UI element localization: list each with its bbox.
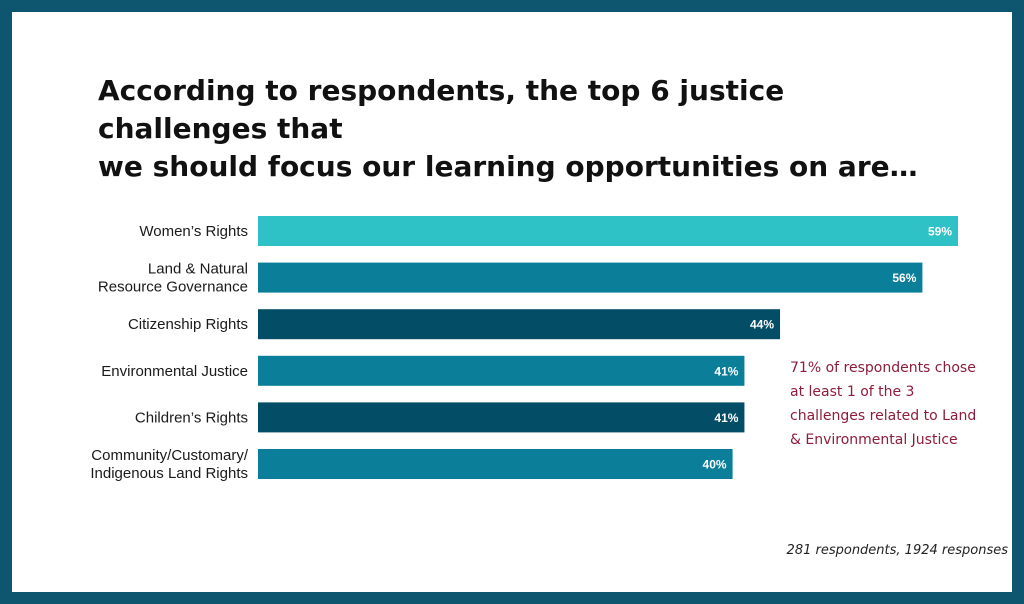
slide-title: According to respondents, the top 6 just… bbox=[98, 72, 958, 186]
title-line-1: According to respondents, the top 6 just… bbox=[98, 74, 785, 145]
bar-value-label-5: 41% bbox=[714, 411, 738, 425]
bar-value-label-2: 56% bbox=[892, 271, 916, 285]
bar-6 bbox=[258, 449, 733, 479]
note-line-2: at least 1 of the 3 bbox=[790, 384, 915, 400]
category-label-1: Women’s Rights bbox=[139, 223, 248, 240]
category-label-2-line-2: Resource Governance bbox=[98, 279, 248, 296]
category-label-5: Children’s Rights bbox=[135, 409, 248, 426]
bar-1 bbox=[258, 216, 958, 246]
bar-value-label-4: 41% bbox=[714, 364, 738, 378]
note-line-4: & Environmental Justice bbox=[790, 432, 958, 448]
bar-5 bbox=[258, 402, 745, 433]
category-label-6-line-1: Community/Customary/ bbox=[91, 447, 249, 464]
bar-2 bbox=[258, 262, 923, 293]
bar-3 bbox=[258, 309, 781, 340]
bar-value-label-6: 40% bbox=[703, 458, 727, 472]
bar-4 bbox=[258, 355, 745, 386]
bar-value-label-3: 44% bbox=[750, 318, 774, 332]
category-label-2-line-1: Land & Natural bbox=[148, 261, 248, 278]
note-line-3: challenges related to Land bbox=[790, 408, 977, 424]
title-line-2: we should focus our learning opportuniti… bbox=[98, 150, 918, 183]
category-label-6-line-2: Indigenous Land Rights bbox=[90, 465, 248, 482]
category-label-4: Environmental Justice bbox=[101, 363, 248, 380]
bar-value-label-1: 59% bbox=[928, 225, 952, 239]
slide-frame bbox=[12, 12, 1012, 592]
annotation-note: 71% of respondents chose at least 1 of t… bbox=[790, 356, 990, 452]
respondents-footnote: 281 respondents, 1924 responses bbox=[786, 543, 1008, 558]
category-label-3: Citizenship Rights bbox=[128, 316, 248, 333]
note-line-1: 71% of respondents chose bbox=[790, 360, 976, 376]
